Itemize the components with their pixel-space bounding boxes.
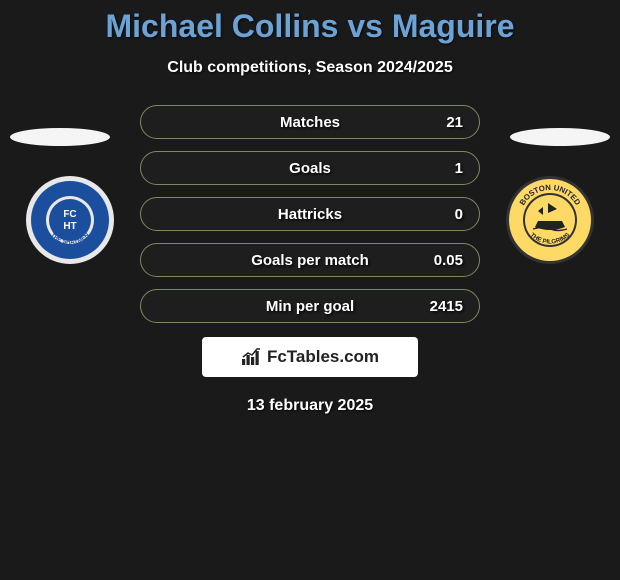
stat-row-hattricks: Hattricks 0: [140, 197, 480, 231]
crest-right-boston: BOSTON UNITED THE PILGRIMS: [505, 175, 595, 265]
stat-row-goals-per-match: Goals per match 0.05: [140, 243, 480, 277]
stat-label: Min per goal: [266, 298, 354, 315]
stat-label: Goals: [289, 160, 331, 177]
fctables-logo: FcTables.com: [202, 337, 418, 377]
crest-left-halifax: FC HT FC HALIFAX TOWN THE SHAYMEN: [25, 175, 115, 265]
stat-row-min-per-goal: Min per goal 2415: [140, 289, 480, 323]
stat-value: 0.05: [434, 252, 463, 269]
stats-list: Matches 21 Goals 1 Hattricks 0 Goals per…: [140, 105, 480, 323]
stat-label: Hattricks: [278, 206, 342, 223]
flag-left: [10, 128, 110, 146]
stat-value: 0: [455, 206, 463, 223]
logo-text: FcTables.com: [267, 347, 379, 367]
stat-row-matches: Matches 21: [140, 105, 480, 139]
subtitle: Club competitions, Season 2024/2025: [0, 59, 620, 77]
stat-value: 2415: [430, 298, 463, 315]
svg-text:HT: HT: [63, 221, 76, 232]
svg-text:FC: FC: [63, 209, 76, 220]
date-text: 13 february 2025: [0, 397, 620, 415]
bars-icon: [241, 348, 263, 366]
stat-value: 21: [446, 114, 463, 131]
flag-right: [510, 128, 610, 146]
stat-label: Matches: [280, 114, 340, 131]
stat-row-goals: Goals 1: [140, 151, 480, 185]
stat-value: 1: [455, 160, 463, 177]
page-title: Michael Collins vs Maguire: [0, 0, 620, 45]
stat-label: Goals per match: [251, 252, 369, 269]
